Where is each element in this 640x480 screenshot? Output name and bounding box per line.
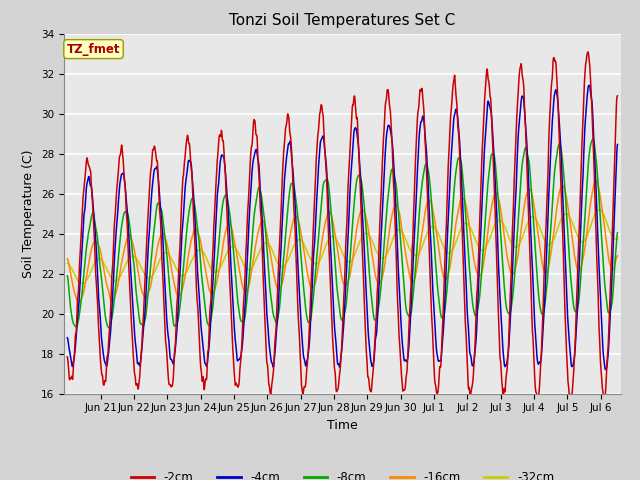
- Text: TZ_fmet: TZ_fmet: [67, 43, 120, 56]
- Title: Tonzi Soil Temperatures Set C: Tonzi Soil Temperatures Set C: [229, 13, 456, 28]
- X-axis label: Time: Time: [327, 419, 358, 432]
- Y-axis label: Soil Temperature (C): Soil Temperature (C): [22, 149, 35, 278]
- Legend: -2cm, -4cm, -8cm, -16cm, -32cm: -2cm, -4cm, -8cm, -16cm, -32cm: [126, 466, 559, 480]
